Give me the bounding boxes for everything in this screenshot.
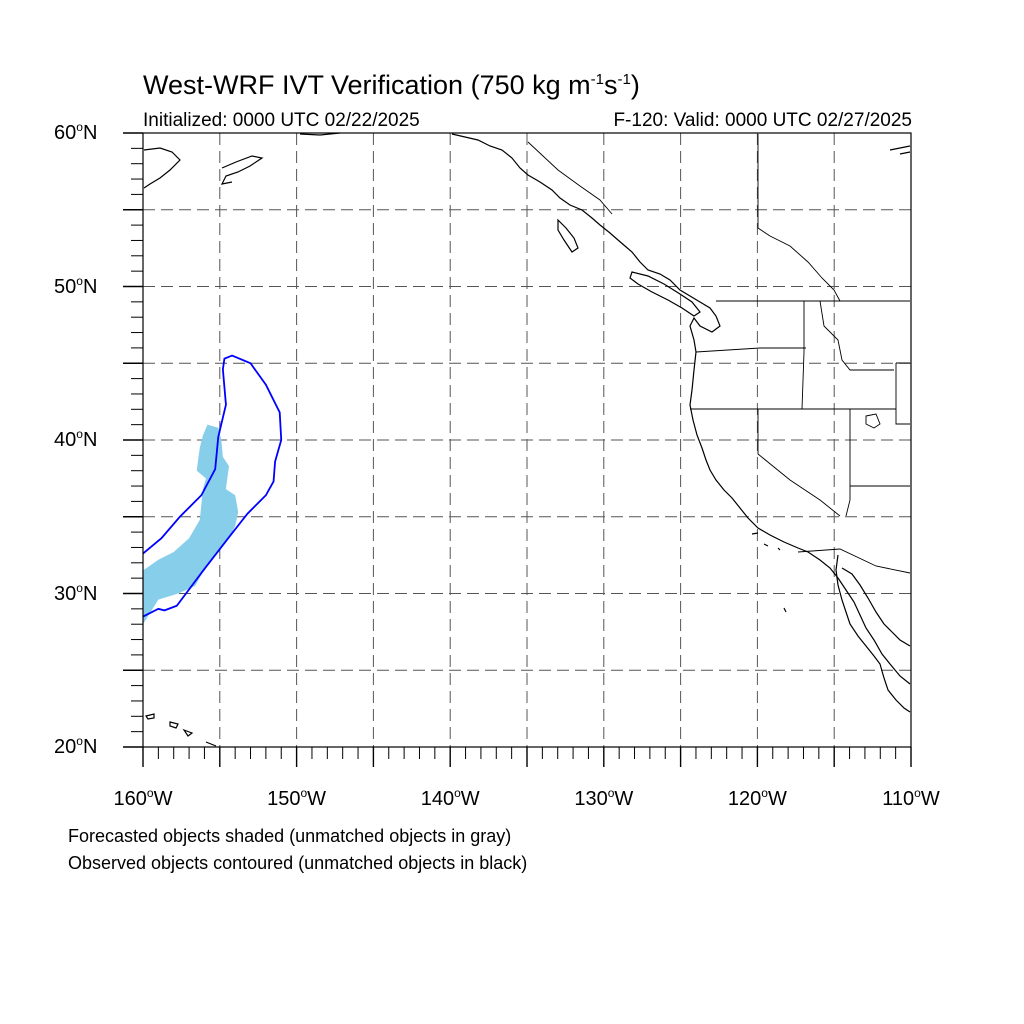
longitude-label: 130oW — [574, 786, 634, 810]
observed-ivt-contour — [142, 354, 283, 618]
valid-time-label: F-120: Valid: 0000 UTC 02/27/2025 — [613, 110, 912, 131]
graticule — [143, 133, 911, 747]
longitude-label: 160oW — [113, 786, 173, 810]
latitude-label: 50oN — [54, 273, 98, 298]
border-us-mexico — [797, 548, 911, 574]
plot-title: West-WRF IVT Verification (750 kg m-1s-1… — [143, 70, 640, 100]
longitude-label: 140oW — [420, 786, 480, 810]
coastline-gulf-of-alaska — [299, 132, 341, 136]
great-salt-lake — [865, 413, 881, 429]
border-alaska-canada — [527, 141, 613, 215]
init-time-label: Initialized: 0000 UTC 02/22/2025 — [143, 110, 420, 131]
vancouver-island — [629, 271, 701, 317]
hawaii-islands — [145, 713, 217, 747]
latitude-label: 20oN — [54, 734, 98, 758]
latitude-label: 60oN — [54, 120, 98, 144]
axis-ticks — [123, 132, 912, 767]
coastline-baja — [835, 554, 911, 713]
border-idaho — [801, 300, 894, 410]
longitude-label: 120oW — [727, 786, 787, 810]
coastline-alaska-islands — [220, 155, 264, 185]
haida-gwaii — [557, 218, 579, 253]
latitude-label: 30oN — [54, 580, 98, 605]
border-nevada-utah — [845, 409, 910, 517]
border-oregon-washington — [695, 347, 806, 353]
alaska-panhandle-coast — [889, 145, 911, 155]
observed-legend-note: Observed objects contoured (unmatched ob… — [68, 853, 528, 873]
forecast-legend-note: Forecasted objects shaded (unmatched obj… — [68, 826, 512, 846]
latitude-label: 40oN — [54, 427, 98, 451]
border-wyoming-utah — [895, 362, 910, 425]
coastline-alaska-peninsula — [143, 147, 181, 189]
channel-islands — [751, 532, 787, 613]
base-map — [143, 132, 911, 747]
longitude-label: 150oW — [267, 786, 327, 810]
coastline-north-america — [451, 133, 911, 685]
border-nevada-california — [757, 409, 841, 517]
forecast-ivt-object — [143, 424, 239, 625]
longitude-label: 110oW — [882, 786, 940, 810]
coastline-gulf-of-california — [841, 567, 911, 647]
ivt-objects-layer — [142, 354, 283, 625]
border-canada-provinces — [757, 134, 841, 302]
